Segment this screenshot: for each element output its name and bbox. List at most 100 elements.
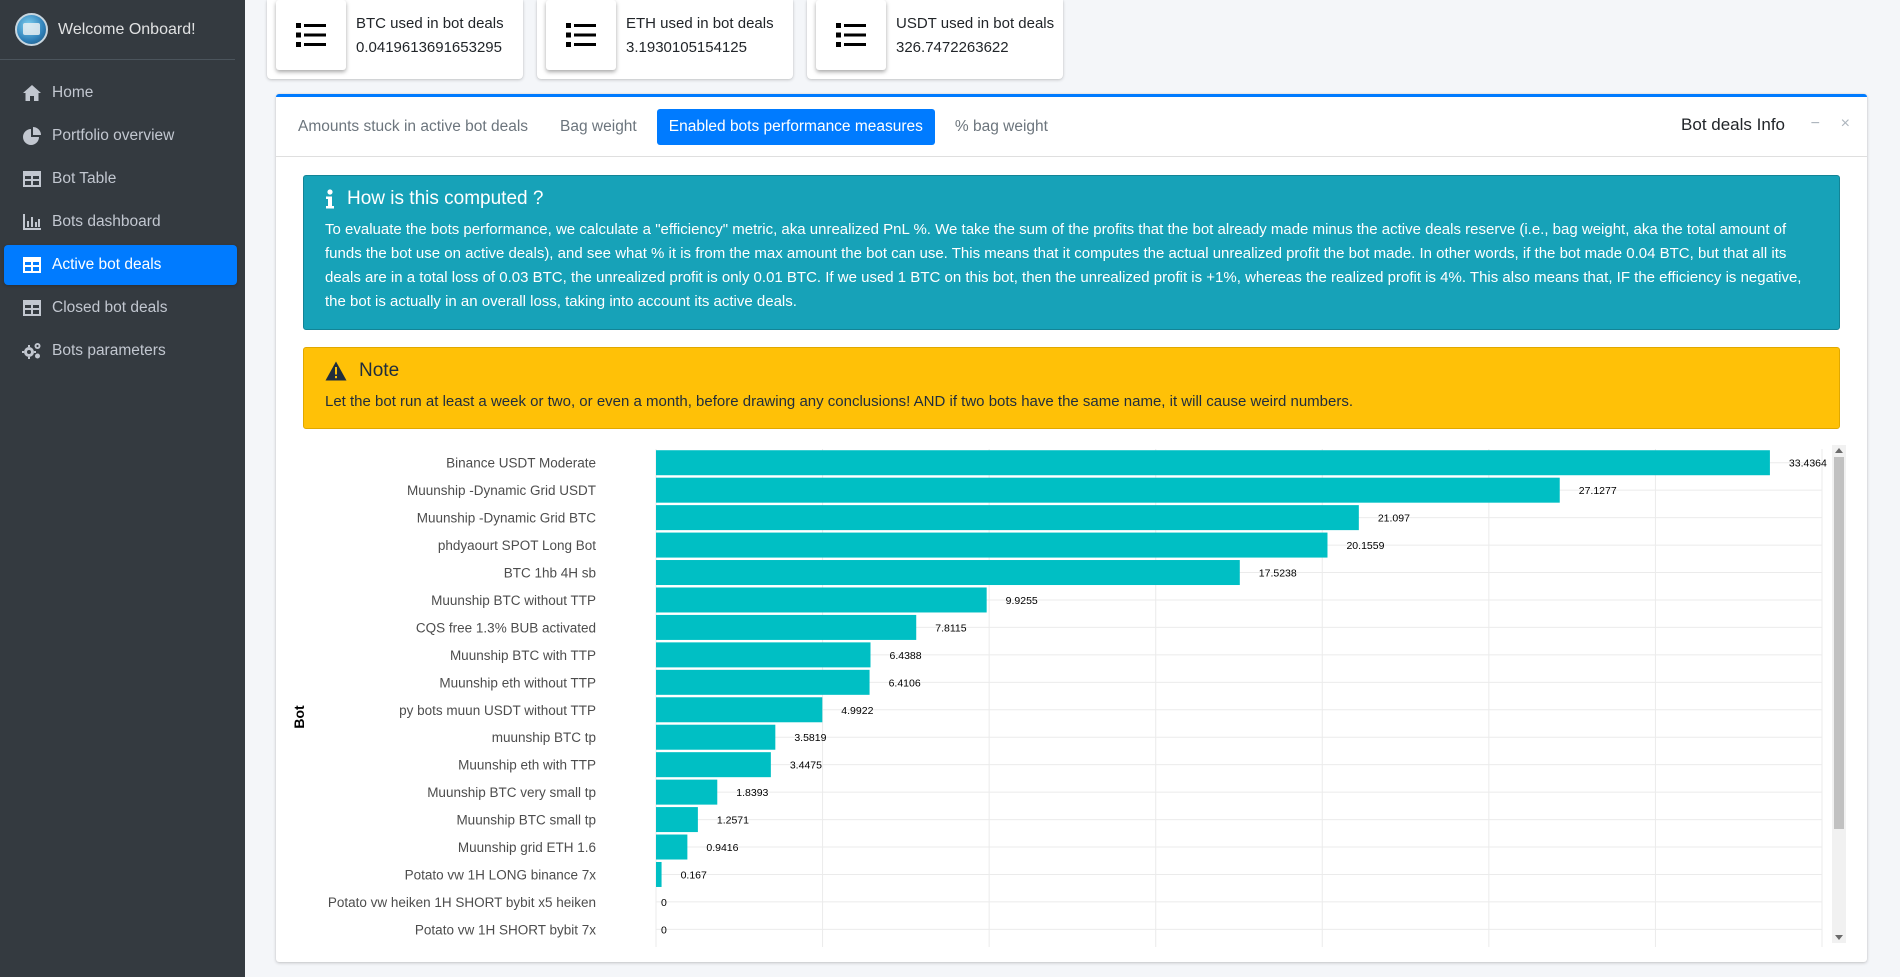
list-icon bbox=[816, 0, 886, 70]
category-label: Muunship BTC without TTP bbox=[431, 593, 596, 608]
table-icon bbox=[21, 298, 43, 318]
bar bbox=[656, 505, 1359, 531]
data-label: 7.8115 bbox=[935, 622, 966, 634]
list-icon bbox=[546, 0, 616, 70]
scroll-up-arrow[interactable] bbox=[1835, 448, 1843, 453]
data-label: 1.8393 bbox=[736, 787, 768, 799]
bar bbox=[656, 614, 917, 640]
sidebar-item-active-bot-deals[interactable]: Active bot deals bbox=[4, 245, 237, 285]
sidebar-item-label: Bots parameters bbox=[52, 342, 166, 359]
bar-chart-icon bbox=[21, 212, 43, 232]
warning-callout: Note Let the bot run at least a week or … bbox=[303, 347, 1840, 429]
bar bbox=[656, 697, 823, 723]
sidebar-item-label: Active bot deals bbox=[52, 256, 162, 273]
data-label: 6.4388 bbox=[890, 650, 922, 662]
data-label: 21.097 bbox=[1378, 513, 1410, 525]
performance-chart: Binance USDT Moderate 33.4364 Muunship -Dy… bbox=[290, 447, 1850, 947]
warning-icon bbox=[325, 361, 347, 381]
y-axis-label: Bot bbox=[291, 705, 307, 729]
tab-amounts-stuck[interactable]: Amounts stuck in active bot deals bbox=[298, 117, 529, 135]
sidebar-item-label: Portfolio overview bbox=[52, 127, 175, 144]
warning-callout-body: Let the bot run at least a week or two, … bbox=[325, 393, 1354, 410]
sidebar: Welcome Onboard! Home Portfolio overview… bbox=[0, 0, 245, 977]
bar bbox=[656, 450, 1770, 476]
data-label: 1.2571 bbox=[717, 815, 749, 827]
tab-percent-bag-weight[interactable]: % bag weight bbox=[954, 117, 1048, 135]
brand[interactable]: Welcome Onboard! bbox=[0, 0, 235, 60]
category-label: BTC 1hb 4H sb bbox=[504, 566, 596, 581]
stat-label: BTC used in bot deals bbox=[356, 15, 504, 32]
bar bbox=[656, 669, 870, 695]
bar bbox=[656, 587, 987, 613]
sidebar-item-label: Bot Table bbox=[52, 170, 117, 187]
bar bbox=[656, 724, 776, 750]
data-label: 17.5238 bbox=[1259, 568, 1297, 580]
chart-scrollbar[interactable] bbox=[1832, 445, 1846, 943]
bar bbox=[656, 642, 871, 668]
category-label: CQS free 1.3% BUB activated bbox=[416, 620, 596, 635]
bar bbox=[656, 752, 771, 778]
list-icon bbox=[276, 0, 346, 70]
brand-title: Welcome Onboard! bbox=[58, 20, 196, 38]
stat-box-btc: BTC used in bot deals 0.0419613691653295 bbox=[267, 0, 523, 79]
category-label: Binance USDT Moderate bbox=[446, 456, 596, 471]
info-callout-title: How is this computed ? bbox=[347, 188, 544, 209]
sidebar-item-label: Home bbox=[52, 84, 94, 101]
data-label: 33.4364 bbox=[1789, 458, 1827, 470]
stat-label: ETH used in bot deals bbox=[626, 15, 774, 32]
bar bbox=[656, 560, 1240, 586]
data-label: 0 bbox=[661, 897, 667, 909]
category-label: Muunship -Dynamic Grid USDT bbox=[407, 483, 596, 498]
home-icon bbox=[21, 83, 43, 103]
category-label: Muunship grid ETH 1.6 bbox=[458, 840, 596, 855]
close-button[interactable]: × bbox=[1840, 115, 1850, 132]
data-label: 3.4475 bbox=[790, 760, 822, 772]
sidebar-item-bots-parameters[interactable]: Bots parameters bbox=[4, 331, 237, 371]
table-icon bbox=[21, 255, 43, 275]
data-label: 9.9255 bbox=[1006, 595, 1038, 607]
category-label: Muunship BTC small tp bbox=[456, 813, 596, 828]
stat-value: 326.7472263622 bbox=[896, 39, 1009, 56]
sidebar-item-closed-bot-deals[interactable]: Closed bot deals bbox=[4, 288, 237, 328]
bar bbox=[656, 477, 1560, 503]
category-label: Muunship eth with TTP bbox=[458, 758, 596, 773]
performance-bar-chart: Binance USDT Moderate 33.4364 Muunship -Dy… bbox=[291, 449, 1827, 947]
category-label: muunship BTC tp bbox=[492, 730, 596, 745]
card-title: Bot deals Info bbox=[1681, 115, 1785, 134]
data-label: 3.5819 bbox=[794, 732, 826, 744]
sidebar-item-bot-table[interactable]: Bot Table bbox=[4, 159, 237, 199]
sidebar-item-portfolio-overview[interactable]: Portfolio overview bbox=[4, 116, 237, 156]
card-header: Amounts stuck in active bot deals Bag we… bbox=[276, 97, 1867, 157]
tab-bag-weight[interactable]: Bag weight bbox=[560, 117, 637, 135]
bar bbox=[656, 834, 688, 860]
minimize-button[interactable]: − bbox=[1810, 115, 1820, 132]
sidebar-item-label: Bots dashboard bbox=[52, 213, 161, 230]
data-label: 0.167 bbox=[681, 869, 707, 881]
bar bbox=[656, 861, 662, 887]
stat-box-usdt: USDT used in bot deals 326.7472263622 bbox=[807, 0, 1063, 79]
data-label: 4.9922 bbox=[841, 705, 873, 717]
info-callout: How is this computed ? To evaluate the b… bbox=[303, 175, 1840, 330]
category-label: Muunship -Dynamic Grid BTC bbox=[417, 511, 597, 526]
scroll-down-arrow[interactable] bbox=[1835, 935, 1843, 940]
category-label: py bots muun USDT without TTP bbox=[399, 703, 596, 718]
bot-deals-card: Amounts stuck in active bot deals Bag we… bbox=[276, 94, 1867, 962]
info-callout-body: To evaluate the bots performance, we cal… bbox=[325, 221, 1802, 310]
data-label: 0 bbox=[661, 924, 667, 936]
category-label: Muunship eth without TTP bbox=[439, 675, 596, 690]
sidebar-item-home[interactable]: Home bbox=[4, 73, 237, 113]
bar bbox=[656, 779, 718, 805]
sidebar-item-bots-dashboard[interactable]: Bots dashboard bbox=[4, 202, 237, 242]
sidebar-item-label: Closed bot deals bbox=[52, 299, 168, 316]
data-label: 27.1277 bbox=[1579, 485, 1617, 497]
stat-label: USDT used in bot deals bbox=[896, 15, 1055, 32]
scroll-thumb[interactable] bbox=[1834, 457, 1844, 829]
data-label: 0.9416 bbox=[706, 842, 738, 854]
category-label: phdyaourt SPOT Long Bot bbox=[438, 538, 596, 553]
stat-box-eth: ETH used in bot deals 3.1930105154125 bbox=[537, 0, 793, 79]
warning-callout-title: Note bbox=[359, 360, 400, 381]
tab-performance-measures[interactable]: Enabled bots performance measures bbox=[656, 108, 935, 145]
pie-chart-icon bbox=[21, 126, 43, 146]
stat-value: 3.1930105154125 bbox=[626, 39, 747, 56]
gears-icon bbox=[21, 341, 43, 361]
